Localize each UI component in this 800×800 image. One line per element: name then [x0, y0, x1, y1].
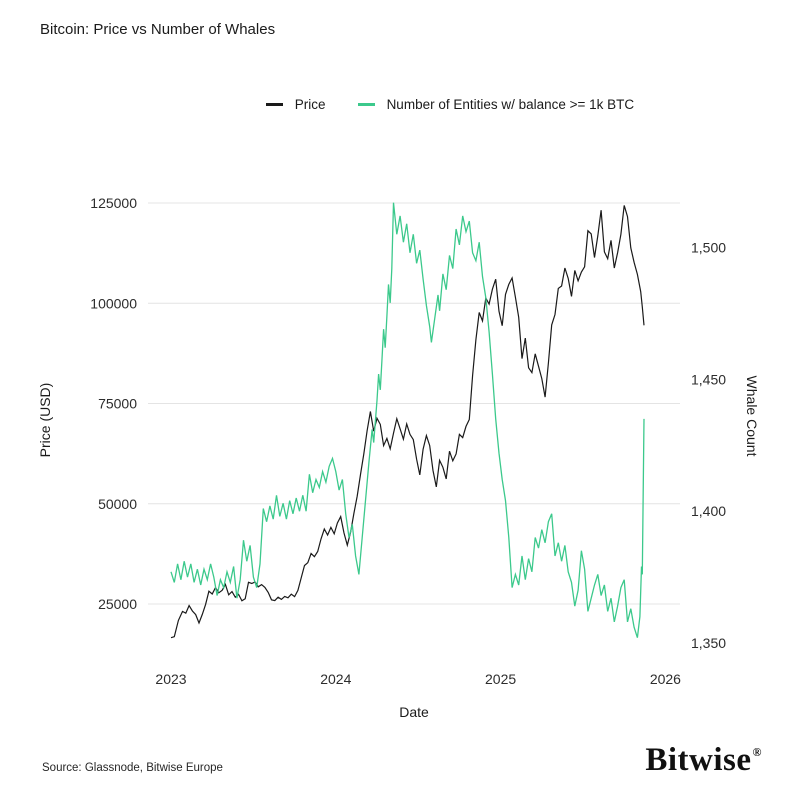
price-line [170, 205, 645, 639]
right-axis-tick-labels: 1,350 1,400 1,450 1,500 [691, 240, 726, 652]
whale-tick-label: 1,450 [691, 371, 726, 387]
page-title: Bitcoin: Price vs Number of Whales [40, 21, 276, 38]
whales-line [170, 202, 645, 638]
year-tick-label: 2023 [155, 671, 186, 687]
legend-label-price: Price [294, 97, 326, 112]
right-axis-title: Whale Count [744, 376, 760, 457]
legend-label-whales: Number of Entities w/ balance >= 1k BTC [386, 97, 635, 112]
whale-tick-label: 1,400 [691, 503, 726, 519]
x-axis-title: Date [399, 704, 429, 720]
legend-item-whales: Number of Entities w/ balance >= 1k BTC [357, 97, 635, 112]
year-tick-label: 2026 [650, 671, 681, 687]
whale-tick-label: 1,350 [691, 635, 726, 651]
price-tick-label: 75000 [98, 396, 137, 412]
price-tick-label: 100000 [90, 295, 137, 311]
price-tick-label: 125000 [90, 195, 137, 211]
left-axis-tick-labels: 25000 50000 75000 100000 125000 [90, 195, 137, 612]
whale-tick-label: 1,500 [691, 240, 726, 256]
source-note: Source: Glassnode, Bitwise Europe [42, 762, 223, 774]
year-tick-label: 2024 [320, 671, 351, 687]
x-axis-tick-labels: 2023 2024 2025 2026 [155, 671, 681, 687]
price-line-swatch-icon [265, 103, 283, 106]
price-tick-label: 50000 [98, 496, 137, 512]
year-tick-label: 2025 [485, 671, 516, 687]
price-tick-label: 25000 [98, 596, 137, 612]
chart-legend: Price Number of Entities w/ balance >= 1… [190, 97, 710, 112]
gridlines [148, 202, 680, 605]
registered-trademark-icon: ® [752, 745, 762, 759]
whales-line-swatch-icon [357, 103, 375, 106]
left-axis-title: Price (USD) [37, 383, 53, 458]
legend-item-price: Price [265, 97, 326, 112]
bitwise-logo: Bitwise® [645, 742, 762, 778]
